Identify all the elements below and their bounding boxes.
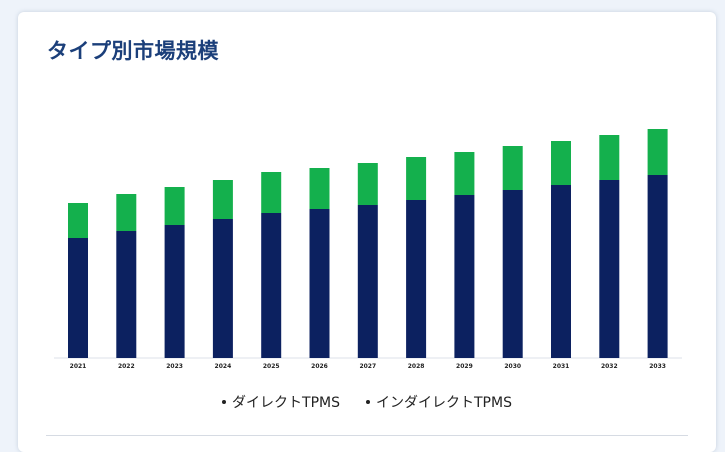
bar-indirect-2028[interactable] <box>406 157 427 200</box>
bar-direct-2025[interactable] <box>261 213 282 358</box>
x-tick-label: 2023 <box>166 363 183 370</box>
bar-direct-2033[interactable] <box>647 175 668 358</box>
x-tick-label: 2029 <box>456 363 473 370</box>
x-tick-label: 2028 <box>408 363 425 370</box>
bar-direct-2024[interactable] <box>212 219 233 358</box>
chart-title: タイプ別市場規模 <box>47 39 219 63</box>
bar-indirect-2024[interactable] <box>212 180 233 219</box>
bar-direct-2031[interactable] <box>551 185 571 358</box>
stacked-bar-chart: 2021 2022 2023 2024 2025 2026 2027 2028 2029 2030… <box>54 129 682 370</box>
bar-direct-2029[interactable] <box>454 195 475 358</box>
x-tick-label: 2032 <box>601 363 618 370</box>
bar-direct-2023[interactable] <box>164 225 185 358</box>
x-tick-label: 2033 <box>649 363 666 370</box>
bar-indirect-2031[interactable] <box>551 141 571 185</box>
bar-direct-2030[interactable] <box>502 190 523 358</box>
x-tick-label: 2022 <box>118 363 135 370</box>
x-tick-label: 2024 <box>215 363 232 370</box>
bar-indirect-2023[interactable] <box>164 187 185 225</box>
legend-bullet-icon <box>366 400 370 404</box>
bar-indirect-2025[interactable] <box>261 172 282 213</box>
legend-item-indirect[interactable]: インダイレクトTPMS <box>366 392 512 412</box>
bar-indirect-2021[interactable] <box>68 203 88 238</box>
legend-label-direct: ダイレクトTPMS <box>232 395 340 411</box>
x-tick-label: 2027 <box>359 363 376 370</box>
bar-direct-2032[interactable] <box>599 180 620 358</box>
bar-indirect-2030[interactable] <box>502 146 523 190</box>
x-tick-label: 2021 <box>70 363 87 370</box>
bar-indirect-2026[interactable] <box>309 168 330 209</box>
x-tick-label: 2025 <box>263 363 280 370</box>
bar-indirect-2027[interactable] <box>357 163 378 205</box>
x-tick-label: 2026 <box>311 363 328 370</box>
bar-indirect-2022[interactable] <box>116 194 137 231</box>
legend-bullet-icon <box>222 400 227 404</box>
legend-label-indirect: インダイレクトTPMS <box>376 395 512 411</box>
x-tick-labels: 2021 2022 2023 2024 2025 2026 2027 2028 2029 2030… <box>70 363 666 370</box>
x-tick-label: 2031 <box>553 363 570 370</box>
bar-direct-2027[interactable] <box>357 205 378 358</box>
x-tick-label: 2030 <box>504 363 521 370</box>
bars-group <box>68 129 668 358</box>
chart-legend: ダイレクトTPMS インダイレクトTPMS <box>18 392 716 412</box>
chart-card: タイプ別市場規模 2021 2022 2023 2024 2025 2026 2027 202… <box>18 12 716 452</box>
bar-direct-2026[interactable] <box>309 209 330 358</box>
divider <box>46 435 688 436</box>
bar-direct-2028[interactable] <box>406 200 427 358</box>
bar-indirect-2032[interactable] <box>599 135 620 180</box>
bar-direct-2021[interactable] <box>68 238 88 358</box>
bar-indirect-2029[interactable] <box>454 152 475 195</box>
legend-item-direct[interactable]: ダイレクトTPMS <box>222 392 340 412</box>
bar-indirect-2033[interactable] <box>647 129 668 175</box>
bar-direct-2022[interactable] <box>116 231 137 358</box>
